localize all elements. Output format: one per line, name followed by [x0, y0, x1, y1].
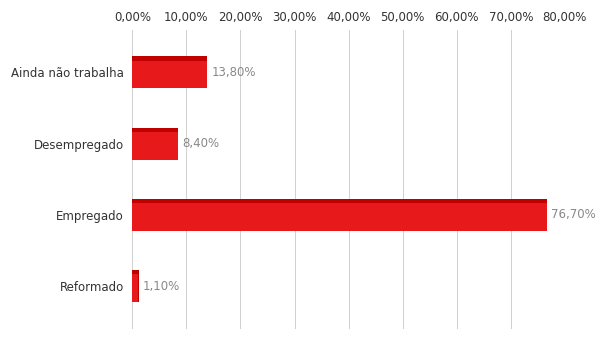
Text: 8,40%: 8,40%	[182, 137, 219, 150]
Text: 13,80%: 13,80%	[211, 66, 256, 79]
Bar	[132, 56, 207, 88]
Bar	[132, 199, 547, 203]
Bar	[132, 56, 207, 61]
Text: 76,70%: 76,70%	[551, 208, 596, 221]
Bar	[132, 270, 138, 302]
Bar	[132, 128, 178, 132]
Text: 1,10%: 1,10%	[142, 279, 180, 293]
Bar	[132, 270, 138, 274]
Bar	[132, 128, 178, 160]
Bar	[132, 199, 547, 231]
